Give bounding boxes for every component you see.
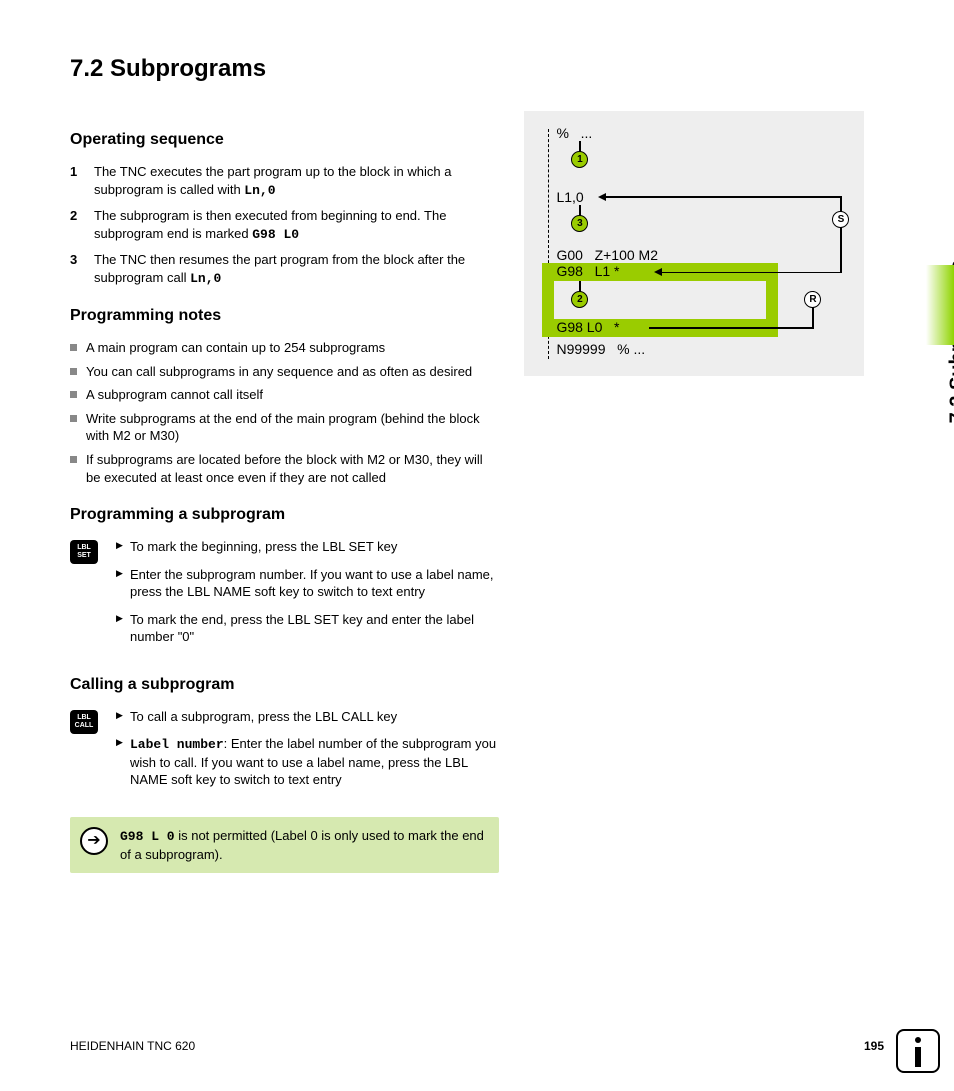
lbl-call-key-icon: LBL CALL — [70, 710, 98, 734]
page-title: 7.2 Subprograms — [70, 55, 884, 83]
list-item: 2 The subprogram is then executed from b… — [70, 207, 499, 243]
diagram-node-3: 3 — [571, 215, 588, 232]
diagram-node-s: S — [832, 211, 849, 228]
diagram-code: G00 Z+100 M2 — [556, 247, 658, 263]
step-number: 2 — [70, 207, 84, 243]
footer-product: HEIDENHAIN TNC 620 — [70, 1039, 195, 1053]
note-text: is not permitted (Label 0 is only used t… — [120, 828, 484, 862]
list-item: A subprogram cannot call itself — [70, 386, 499, 404]
side-tab-gradient — [926, 265, 954, 345]
step-text: The TNC then resumes the part program fr… — [94, 251, 499, 287]
info-icon — [896, 1029, 940, 1073]
list-item: You can call subprograms in any sequence… — [70, 363, 499, 381]
page-footer: HEIDENHAIN TNC 620 195 — [70, 1039, 884, 1053]
heading-programming-notes: Programming notes — [70, 307, 499, 325]
list-item: To mark the end, press the LBL SET key a… — [116, 611, 499, 646]
list-item: A main program can contain up to 254 sub… — [70, 339, 499, 357]
diagram-code: % ... — [556, 125, 592, 141]
heading-operating-sequence: Operating sequence — [70, 131, 499, 149]
diagram-node-r: R — [804, 291, 821, 308]
list-item: Write subprograms at the end of the main… — [70, 410, 499, 445]
step-number: 1 — [70, 163, 84, 199]
list-item: 1 The TNC executes the part program up t… — [70, 163, 499, 199]
lbl-set-key-icon: LBL SET — [70, 540, 98, 564]
step-text: The subprogram is then executed from beg… — [94, 207, 499, 243]
programming-subprogram-steps: To mark the beginning, press the LBL SET… — [116, 538, 499, 656]
step-text: The TNC executes the part program up to … — [94, 163, 499, 199]
diagram-code: G98 L1 * — [556, 263, 619, 279]
list-item: To mark the beginning, press the LBL SET… — [116, 538, 499, 556]
diagram-node-2: 2 — [571, 291, 588, 308]
diagram-code: N99999 % ... — [556, 341, 645, 357]
diagram-code: L1,0 — [556, 189, 583, 205]
list-item: Label number: Enter the label number of … — [116, 735, 499, 789]
programming-notes-list: A main program can contain up to 254 sub… — [70, 339, 499, 486]
operating-sequence-list: 1 The TNC executes the part program up t… — [70, 163, 499, 287]
note-code: G98 L 0 — [120, 829, 175, 844]
list-item: Enter the subprogram number. If you want… — [116, 566, 499, 601]
flow-diagram: % ... L1,0 G00 Z+100 M2 G98 L1 * G98 L0 … — [524, 111, 864, 376]
list-item: 3 The TNC then resumes the part program … — [70, 251, 499, 287]
diagram-code: G98 L0 * — [556, 319, 619, 335]
list-item: To call a subprogram, press the LBL CALL… — [116, 708, 499, 726]
diagram-node-1: 1 — [571, 151, 588, 168]
page-number: 195 — [864, 1039, 884, 1053]
calling-subprogram-steps: To call a subprogram, press the LBL CALL… — [116, 708, 499, 799]
heading-calling-subprogram: Calling a subprogram — [70, 676, 499, 694]
step-number: 3 — [70, 251, 84, 287]
heading-programming-subprogram: Programming a subprogram — [70, 506, 499, 524]
note-box: ➔ G98 L 0 is not permitted (Label 0 is o… — [70, 817, 499, 873]
arrow-right-icon: ➔ — [80, 827, 108, 855]
list-item: If subprograms are located before the bl… — [70, 451, 499, 486]
